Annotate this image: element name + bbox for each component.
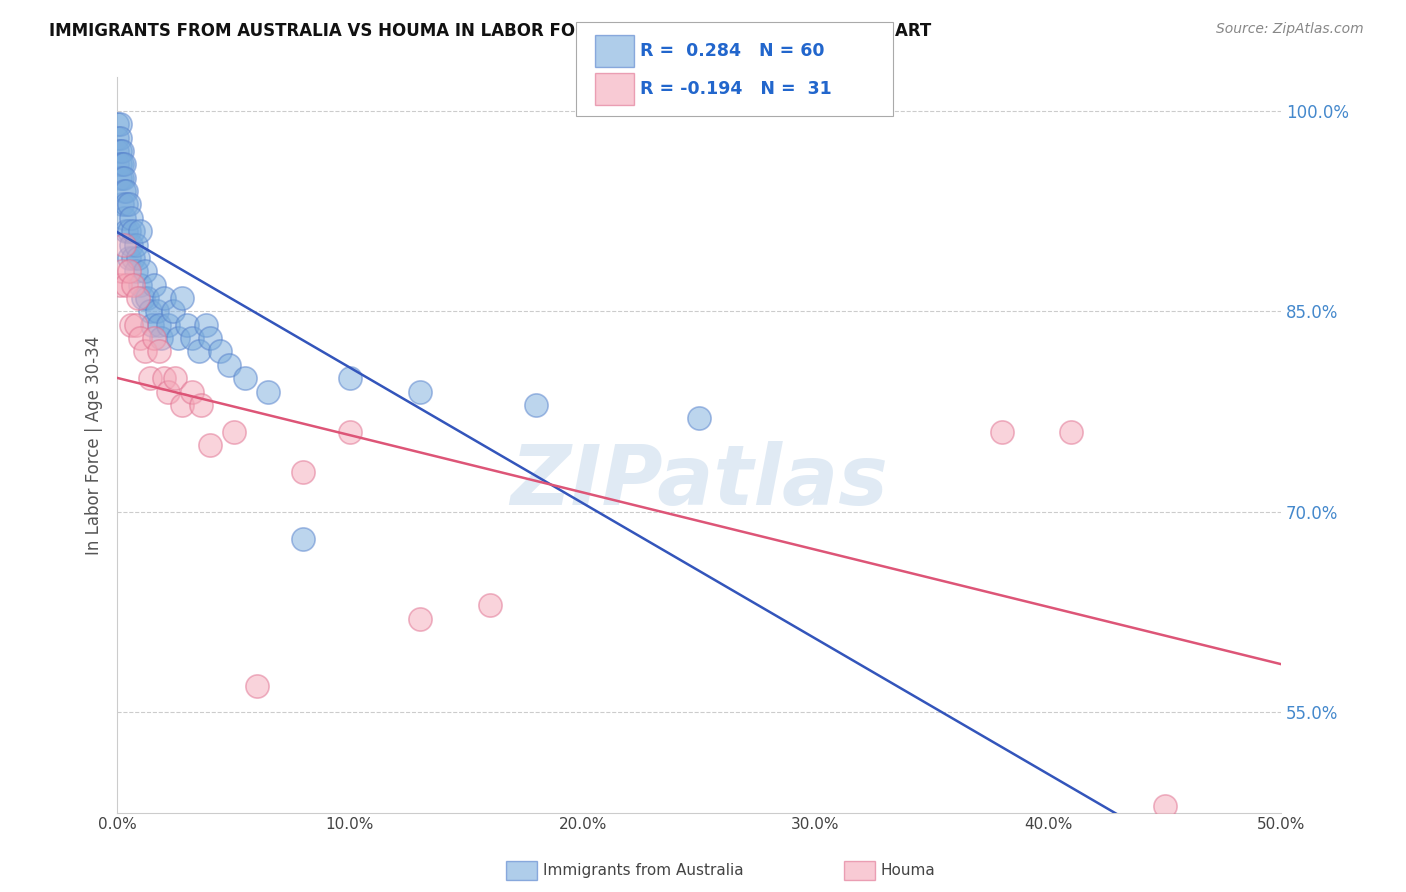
Point — [1153, 798, 1175, 813]
Point — [132, 291, 155, 305]
Point — [105, 130, 128, 145]
Point — [478, 599, 501, 613]
Point — [162, 304, 184, 318]
Point — [157, 318, 180, 332]
Point — [139, 304, 162, 318]
Text: Source: ZipAtlas.com: Source: ZipAtlas.com — [1216, 22, 1364, 37]
Point — [105, 144, 128, 158]
Point — [990, 425, 1012, 439]
Text: R = -0.194   N =  31: R = -0.194 N = 31 — [640, 79, 831, 97]
Point — [108, 170, 131, 185]
Point — [122, 277, 145, 292]
Point — [115, 224, 138, 238]
Point — [246, 679, 269, 693]
Point — [143, 331, 166, 345]
Point — [524, 398, 547, 412]
Point — [111, 197, 134, 211]
Point — [218, 358, 240, 372]
Point — [108, 117, 131, 131]
Point — [148, 344, 170, 359]
Point — [136, 291, 159, 305]
Point — [148, 318, 170, 332]
Point — [152, 291, 174, 305]
Point — [115, 184, 138, 198]
Point — [176, 318, 198, 332]
Point — [292, 532, 315, 546]
Point — [150, 331, 173, 345]
Point — [125, 237, 148, 252]
Point — [105, 157, 128, 171]
Point — [120, 318, 142, 332]
Point — [127, 251, 149, 265]
Point — [105, 117, 128, 131]
Point — [111, 157, 134, 171]
Point — [129, 331, 152, 345]
Point — [208, 344, 231, 359]
Point — [292, 465, 315, 479]
Y-axis label: In Labor Force | Age 30-34: In Labor Force | Age 30-34 — [86, 335, 103, 555]
Point — [134, 264, 156, 278]
Point — [108, 144, 131, 158]
Point — [127, 291, 149, 305]
Point — [187, 344, 209, 359]
Point — [257, 384, 280, 399]
Point — [115, 277, 138, 292]
Point — [112, 237, 135, 252]
Point — [688, 411, 710, 425]
Point — [233, 371, 256, 385]
Text: IMMIGRANTS FROM AUSTRALIA VS HOUMA IN LABOR FORCE | AGE 30-34 CORRELATION CHART: IMMIGRANTS FROM AUSTRALIA VS HOUMA IN LA… — [49, 22, 931, 40]
Point — [409, 384, 432, 399]
Point — [180, 331, 202, 345]
Point — [141, 318, 163, 332]
Point — [180, 384, 202, 399]
Point — [120, 211, 142, 225]
Point — [166, 331, 188, 345]
Point — [118, 224, 141, 238]
Text: R =  0.284   N = 60: R = 0.284 N = 60 — [640, 42, 824, 61]
Point — [125, 264, 148, 278]
Point — [115, 197, 138, 211]
Point — [190, 398, 212, 412]
Point — [112, 170, 135, 185]
Point — [134, 344, 156, 359]
Point — [339, 371, 361, 385]
Point — [157, 384, 180, 399]
Point — [120, 237, 142, 252]
Point — [105, 879, 128, 892]
Point — [112, 157, 135, 171]
Point — [172, 398, 194, 412]
Point — [139, 371, 162, 385]
Point — [194, 318, 217, 332]
Point — [143, 277, 166, 292]
Point — [125, 318, 148, 332]
Point — [145, 304, 167, 318]
Text: ZIPatlas: ZIPatlas — [510, 442, 889, 522]
Point — [172, 291, 194, 305]
Point — [200, 331, 222, 345]
Point — [409, 612, 432, 626]
Point — [111, 170, 134, 185]
Point — [118, 251, 141, 265]
Point — [165, 371, 187, 385]
Point — [200, 438, 222, 452]
Point — [129, 224, 152, 238]
Point — [339, 425, 361, 439]
Point — [108, 157, 131, 171]
Point — [122, 224, 145, 238]
Point — [108, 130, 131, 145]
Point — [112, 211, 135, 225]
Point — [222, 425, 245, 439]
Point — [122, 251, 145, 265]
Point — [111, 264, 134, 278]
Point — [152, 371, 174, 385]
Point — [118, 197, 141, 211]
Point — [129, 277, 152, 292]
Point — [108, 277, 131, 292]
Point — [1060, 425, 1083, 439]
Point — [112, 184, 135, 198]
Point — [111, 144, 134, 158]
Text: Houma: Houma — [880, 863, 935, 878]
Point — [118, 264, 141, 278]
Text: Immigrants from Australia: Immigrants from Australia — [543, 863, 744, 878]
